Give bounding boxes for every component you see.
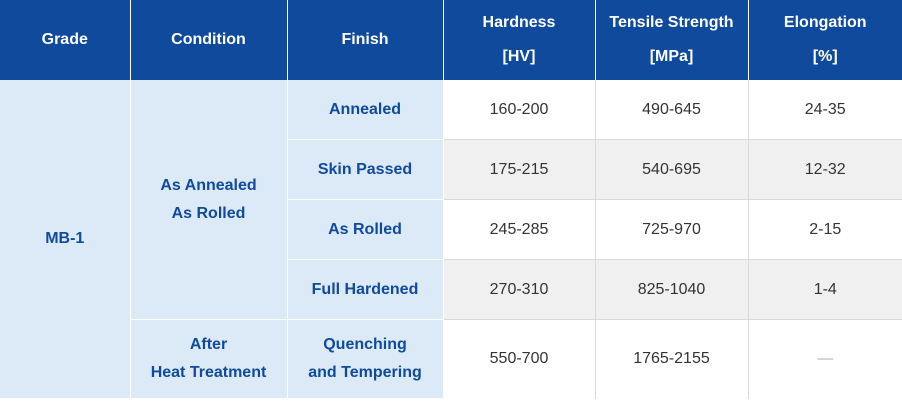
condition-line: As Annealed bbox=[160, 176, 257, 194]
header-elongation: Elongation [%] bbox=[748, 0, 902, 80]
condition-line: Heat Treatment bbox=[150, 364, 267, 381]
elongation-cell: — bbox=[748, 319, 902, 399]
tensile-cell: 490-645 bbox=[595, 80, 749, 140]
table-row: As Rolled 245-285 725-970 2-15 bbox=[0, 199, 902, 260]
finish-line: and Tempering bbox=[308, 364, 422, 381]
header-elongation-label: Elongation bbox=[783, 14, 867, 31]
table-row: MB-1 As Annealed As Rolled Annealed 160-… bbox=[0, 80, 902, 399]
tensile-cell: 825-1040 bbox=[595, 259, 749, 320]
hardness-cell: 175-215 bbox=[443, 139, 596, 200]
header-finish: Finish bbox=[287, 0, 444, 80]
elongation-cell: 1-4 bbox=[748, 259, 902, 320]
header-tensile-label: Tensile Strength bbox=[609, 14, 734, 31]
condition-line: As Rolled bbox=[171, 204, 246, 222]
header-hardness-label: Hardness bbox=[482, 14, 556, 31]
table-row: After Heat Treatment Quenching and Tempe… bbox=[0, 319, 902, 399]
table-row: Full Hardened 270-310 825-1040 1-4 bbox=[0, 259, 902, 320]
elongation-cell: 2-15 bbox=[748, 199, 902, 260]
header-grade: Grade bbox=[0, 0, 131, 80]
grade-cell: MB-1 bbox=[0, 80, 131, 399]
header-tensile-unit: [MPa] bbox=[649, 48, 694, 65]
hardness-cell: 270-310 bbox=[443, 259, 596, 320]
hardness-cell: 550-700 bbox=[443, 319, 596, 399]
finish-cell: As Rolled bbox=[287, 199, 444, 260]
header-row: Grade Condition Finish Hardness [HV] Ten… bbox=[0, 0, 902, 80]
header-hardness: Hardness [HV] bbox=[443, 0, 596, 80]
tensile-cell: 1765-2155 bbox=[595, 319, 749, 399]
header-condition: Condition bbox=[130, 0, 288, 80]
hardness-cell: 160-200 bbox=[443, 80, 596, 140]
finish-cell: Skin Passed bbox=[287, 139, 444, 200]
header-elongation-unit: [%] bbox=[812, 48, 838, 65]
hardness-cell: 245-285 bbox=[443, 199, 596, 260]
finish-line: Quenching bbox=[323, 336, 407, 353]
finish-cell: Full Hardened bbox=[287, 259, 444, 320]
elongation-cell: 12-32 bbox=[748, 139, 902, 200]
finish-cell: Annealed bbox=[287, 80, 444, 140]
elongation-cell: 24-35 bbox=[748, 80, 902, 140]
finish-cell: Quenching and Tempering bbox=[287, 319, 444, 399]
condition-cell: As Annealed As Rolled bbox=[130, 80, 288, 320]
condition-line: After bbox=[189, 336, 228, 353]
header-tensile: Tensile Strength [MPa] bbox=[595, 0, 749, 80]
header-hardness-unit: [HV] bbox=[502, 48, 536, 65]
tensile-cell: 540-695 bbox=[595, 139, 749, 200]
table-row: Skin Passed 175-215 540-695 12-32 bbox=[0, 139, 902, 200]
tensile-cell: 725-970 bbox=[595, 199, 749, 260]
condition-cell: After Heat Treatment bbox=[130, 319, 288, 399]
